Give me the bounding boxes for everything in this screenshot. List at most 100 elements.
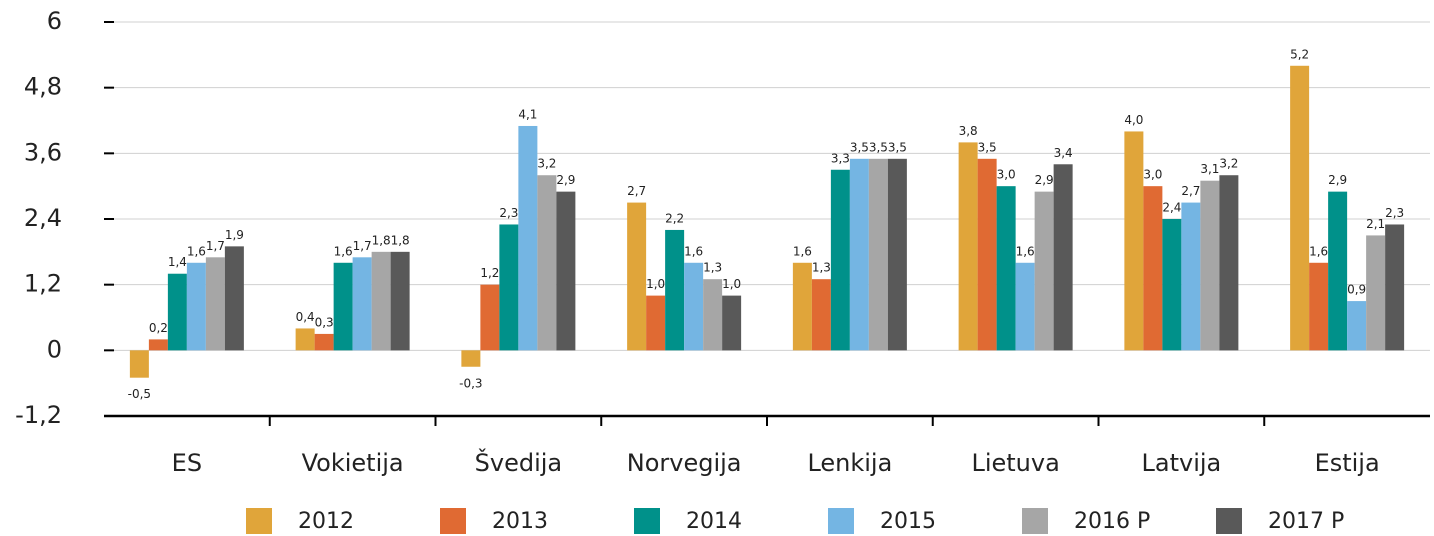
value-label: 1,2 bbox=[480, 266, 499, 280]
bar bbox=[722, 295, 742, 351]
bar bbox=[295, 328, 315, 351]
y-tick-label: 2,4 bbox=[24, 204, 62, 232]
value-label: 2,9 bbox=[556, 173, 575, 187]
value-label: 0,2 bbox=[149, 321, 168, 335]
value-label: 1,6 bbox=[1016, 244, 1035, 258]
value-label: 1,7 bbox=[206, 239, 225, 253]
value-label: 1,6 bbox=[334, 244, 353, 258]
bar bbox=[1200, 180, 1220, 351]
bar bbox=[996, 186, 1016, 351]
value-label: 2,2 bbox=[665, 211, 684, 225]
bar bbox=[556, 191, 576, 351]
value-label: 1,9 bbox=[225, 228, 244, 242]
value-label: 1,8 bbox=[372, 233, 391, 247]
value-label: 1,6 bbox=[1309, 244, 1328, 258]
value-label: 1,3 bbox=[812, 261, 831, 275]
bar bbox=[887, 158, 907, 351]
value-label: 2,9 bbox=[1035, 173, 1054, 187]
bar bbox=[1347, 301, 1367, 351]
bar bbox=[1015, 262, 1035, 351]
value-label: 3,4 bbox=[1054, 146, 1073, 160]
x-tick-label: Švedija bbox=[475, 447, 562, 477]
bar bbox=[518, 125, 538, 351]
legend-swatch bbox=[246, 508, 272, 534]
value-label: 4,1 bbox=[518, 107, 537, 121]
bar bbox=[849, 158, 869, 351]
value-label: 2,4 bbox=[1162, 201, 1181, 215]
value-label: 1,6 bbox=[793, 244, 812, 258]
legend-label: 2014 bbox=[686, 509, 742, 534]
value-label: 3,5 bbox=[850, 140, 869, 154]
legend-label: 2012 bbox=[298, 509, 354, 534]
bar bbox=[1181, 202, 1201, 351]
bar bbox=[646, 295, 666, 351]
bar bbox=[811, 279, 831, 351]
bar bbox=[665, 229, 685, 351]
legend-swatch bbox=[440, 508, 466, 534]
bar bbox=[868, 158, 888, 351]
x-tick-label: Latvija bbox=[1142, 449, 1222, 477]
bar bbox=[333, 262, 353, 351]
bar bbox=[314, 333, 334, 351]
bar bbox=[684, 262, 704, 351]
bar bbox=[792, 262, 812, 351]
bar bbox=[977, 158, 997, 351]
bar bbox=[461, 350, 481, 367]
value-label: 3,5 bbox=[978, 140, 997, 154]
bar bbox=[480, 284, 500, 351]
bar bbox=[499, 224, 519, 351]
value-label: 3,2 bbox=[1219, 157, 1238, 171]
bar bbox=[627, 202, 647, 351]
bar bbox=[205, 257, 225, 351]
value-label: 0,9 bbox=[1347, 283, 1366, 297]
value-label: 1,8 bbox=[391, 233, 410, 247]
value-label: 1,3 bbox=[703, 261, 722, 275]
bar bbox=[167, 273, 187, 351]
value-label: 0,4 bbox=[296, 310, 315, 324]
bar bbox=[1219, 175, 1239, 351]
value-label: 2,7 bbox=[1181, 184, 1200, 198]
value-label: 3,5 bbox=[869, 140, 888, 154]
x-tick-label: Estija bbox=[1315, 449, 1380, 477]
bar bbox=[1328, 191, 1348, 351]
value-label: 1,6 bbox=[187, 244, 206, 258]
value-label: 3,3 bbox=[831, 151, 850, 165]
bar bbox=[1124, 131, 1144, 351]
value-label: 2,9 bbox=[1328, 173, 1347, 187]
value-label: 3,0 bbox=[997, 168, 1016, 182]
bar bbox=[1162, 219, 1182, 351]
bar bbox=[1053, 164, 1073, 351]
legend-label: 2017 P bbox=[1268, 509, 1344, 534]
value-label: 1,0 bbox=[646, 277, 665, 291]
legend-swatch bbox=[828, 508, 854, 534]
x-tick-label: Norvegija bbox=[627, 449, 742, 477]
bar bbox=[958, 142, 978, 351]
x-tick-label: Lietuva bbox=[971, 449, 1059, 477]
bar bbox=[371, 251, 391, 351]
legend-swatch bbox=[634, 508, 660, 534]
value-label: 3,2 bbox=[537, 157, 556, 171]
y-tick-label: 6 bbox=[47, 7, 62, 35]
value-label: 3,1 bbox=[1200, 162, 1219, 176]
bar bbox=[1034, 191, 1054, 351]
value-label: 2,3 bbox=[499, 206, 518, 220]
legend-label: 2016 P bbox=[1074, 509, 1150, 534]
bar bbox=[703, 279, 723, 351]
y-tick-label: 3,6 bbox=[24, 138, 62, 166]
legend-label: 2013 bbox=[492, 509, 548, 534]
x-tick-label: ES bbox=[172, 449, 202, 477]
value-label: 5,2 bbox=[1290, 47, 1309, 61]
value-label: 1,4 bbox=[168, 255, 187, 269]
y-tick-label: 4,8 bbox=[24, 73, 62, 101]
y-tick-label: 0 bbox=[47, 335, 62, 363]
bar bbox=[148, 339, 168, 351]
bar bbox=[224, 246, 244, 351]
bar bbox=[390, 251, 410, 351]
bar bbox=[1143, 186, 1163, 351]
bar bbox=[352, 257, 372, 351]
bar bbox=[129, 350, 149, 378]
value-label: -0,3 bbox=[459, 376, 482, 390]
value-label: 3,0 bbox=[1143, 168, 1162, 182]
bar bbox=[1366, 235, 1386, 351]
